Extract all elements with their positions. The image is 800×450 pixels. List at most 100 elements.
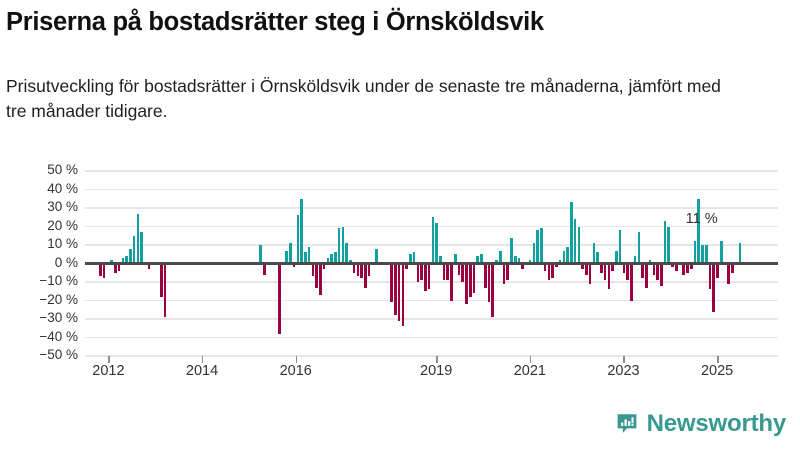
bar[interactable] bbox=[585, 263, 588, 275]
bar[interactable] bbox=[289, 243, 292, 264]
bar[interactable] bbox=[521, 263, 524, 270]
bar[interactable] bbox=[326, 257, 330, 264]
bar[interactable] bbox=[401, 263, 405, 327]
bar[interactable] bbox=[622, 263, 626, 273]
bar[interactable] bbox=[562, 250, 566, 264]
bar[interactable] bbox=[645, 263, 648, 288]
bar[interactable] bbox=[532, 243, 536, 264]
bar[interactable] bbox=[573, 219, 577, 264]
bar[interactable] bbox=[547, 263, 551, 281]
bar[interactable] bbox=[147, 263, 151, 270]
bar[interactable] bbox=[416, 263, 420, 282]
bar[interactable] bbox=[375, 248, 378, 264]
bar[interactable] bbox=[603, 263, 607, 281]
bar[interactable] bbox=[570, 202, 573, 264]
bar[interactable] bbox=[558, 259, 562, 264]
bar[interactable] bbox=[424, 263, 427, 292]
bar[interactable] bbox=[140, 232, 143, 264]
bar[interactable] bbox=[438, 256, 442, 264]
bar[interactable] bbox=[487, 263, 491, 303]
bar[interactable] bbox=[364, 263, 367, 288]
bar[interactable] bbox=[611, 263, 614, 271]
bar[interactable] bbox=[704, 245, 708, 264]
bar[interactable] bbox=[480, 254, 483, 264]
bar[interactable] bbox=[409, 254, 412, 264]
bar[interactable] bbox=[502, 263, 506, 284]
bar[interactable] bbox=[498, 250, 502, 264]
bar[interactable] bbox=[125, 256, 128, 264]
bar[interactable] bbox=[491, 263, 495, 318]
bar[interactable] bbox=[577, 226, 581, 264]
bar[interactable] bbox=[453, 254, 457, 264]
bar[interactable] bbox=[450, 263, 453, 301]
bar[interactable] bbox=[102, 263, 106, 279]
bar[interactable] bbox=[99, 263, 102, 277]
bar[interactable] bbox=[731, 263, 734, 273]
bar[interactable] bbox=[476, 256, 480, 264]
bar[interactable] bbox=[588, 263, 592, 284]
bar[interactable] bbox=[132, 235, 136, 264]
bar[interactable] bbox=[457, 263, 461, 275]
bar[interactable] bbox=[356, 263, 360, 277]
bar[interactable] bbox=[431, 217, 435, 264]
bar[interactable] bbox=[277, 263, 281, 334]
bar[interactable] bbox=[637, 232, 641, 264]
bar[interactable] bbox=[117, 263, 121, 271]
bar[interactable] bbox=[334, 252, 337, 264]
bar[interactable] bbox=[626, 263, 629, 281]
bar[interactable] bbox=[513, 256, 517, 264]
bar[interactable] bbox=[566, 246, 569, 264]
bar[interactable] bbox=[360, 263, 363, 279]
bar[interactable] bbox=[292, 263, 296, 268]
bar[interactable] bbox=[506, 263, 509, 281]
bar[interactable] bbox=[472, 263, 476, 294]
bar[interactable] bbox=[581, 263, 584, 270]
bar[interactable] bbox=[121, 257, 125, 264]
bar[interactable] bbox=[648, 259, 652, 264]
bar[interactable] bbox=[701, 245, 704, 264]
bar[interactable] bbox=[468, 263, 472, 297]
bar[interactable] bbox=[671, 263, 674, 268]
bar[interactable] bbox=[442, 263, 446, 281]
brand-footer[interactable]: Newsworthy bbox=[615, 410, 786, 438]
bar[interactable] bbox=[551, 263, 554, 279]
bar[interactable] bbox=[307, 246, 311, 264]
bar[interactable] bbox=[660, 263, 663, 286]
bar[interactable] bbox=[390, 263, 393, 303]
bar[interactable] bbox=[708, 263, 712, 290]
bar[interactable] bbox=[405, 263, 408, 270]
bar[interactable] bbox=[420, 263, 423, 281]
bar[interactable] bbox=[110, 259, 113, 264]
bar[interactable] bbox=[618, 230, 622, 264]
bar[interactable] bbox=[615, 250, 618, 264]
bar[interactable] bbox=[304, 252, 307, 264]
bar[interactable] bbox=[465, 263, 468, 305]
bar[interactable] bbox=[719, 241, 723, 264]
bar[interactable] bbox=[633, 256, 637, 264]
bar[interactable] bbox=[592, 243, 596, 264]
bar[interactable] bbox=[528, 259, 532, 264]
bar[interactable] bbox=[352, 263, 356, 273]
bar[interactable] bbox=[536, 230, 539, 264]
bar[interactable] bbox=[674, 263, 678, 271]
bar[interactable] bbox=[300, 198, 303, 264]
bar[interactable] bbox=[136, 213, 140, 264]
bar[interactable] bbox=[345, 243, 348, 264]
bar[interactable] bbox=[716, 263, 719, 279]
bar[interactable] bbox=[712, 263, 716, 312]
bar[interactable] bbox=[682, 263, 686, 275]
bar[interactable] bbox=[285, 250, 288, 264]
bar[interactable] bbox=[667, 226, 671, 264]
bar[interactable] bbox=[600, 263, 603, 273]
bar[interactable] bbox=[543, 263, 547, 271]
bar[interactable] bbox=[319, 263, 322, 295]
bar[interactable] bbox=[129, 248, 132, 264]
bar[interactable] bbox=[517, 257, 521, 264]
bar[interactable] bbox=[540, 228, 543, 264]
bar[interactable] bbox=[262, 263, 266, 275]
bar[interactable] bbox=[311, 263, 315, 277]
bar[interactable] bbox=[663, 220, 667, 264]
bar[interactable] bbox=[163, 263, 167, 318]
bar[interactable] bbox=[315, 263, 318, 288]
bar[interactable] bbox=[446, 263, 450, 281]
